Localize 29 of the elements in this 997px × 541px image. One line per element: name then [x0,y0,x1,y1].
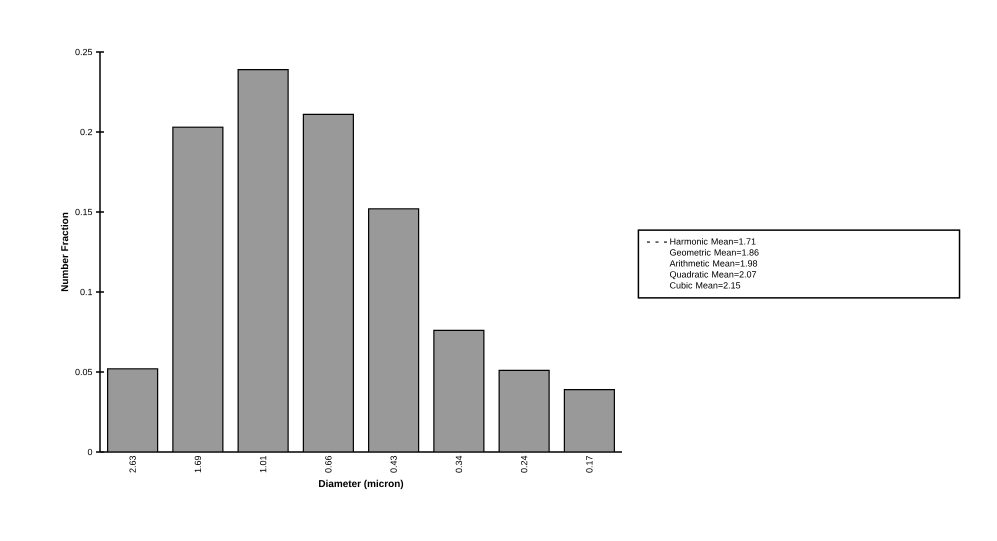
x-tick-label: 1.69 [194,456,202,472]
bar [564,389,615,452]
y-tick-label: 0.05 [75,368,92,376]
y-axis-title: Number Fraction [60,212,68,292]
bar [498,370,550,452]
y-tick-label: 0.25 [75,48,92,56]
x-tick-label: 0.17 [586,456,593,473]
bar [172,126,224,452]
bar [302,114,354,452]
x-tick-label: 1.01 [260,456,266,472]
x-tick-label: 2.63 [129,456,136,473]
text: Harmonic Mean=1.71 [670,238,756,245]
text: Geometric Mean=1.86 [670,249,759,256]
bar [433,330,484,452]
y-tick-label: 0.15 [75,208,92,216]
bar [107,368,158,452]
x-tick-label: 0.43 [390,456,397,473]
y-tick-label: 0 [88,448,92,456]
text: Cubic Mean=2.15 [670,282,740,289]
y-tick-label: 0.2 [80,128,92,136]
x-tick-label: 0.34 [456,456,462,473]
x-tick-label: 0.66 [325,456,332,473]
text: Arithmetic Mean=1.98 [670,260,758,267]
x-tick-label: 0.24 [520,456,528,473]
x-axis-title: Diameter (micron) [319,480,404,490]
bar [368,208,420,452]
bar [238,69,289,452]
y-tick-label: 0.1 [80,288,92,296]
text: Quadratic Mean=2.07 [670,270,756,280]
